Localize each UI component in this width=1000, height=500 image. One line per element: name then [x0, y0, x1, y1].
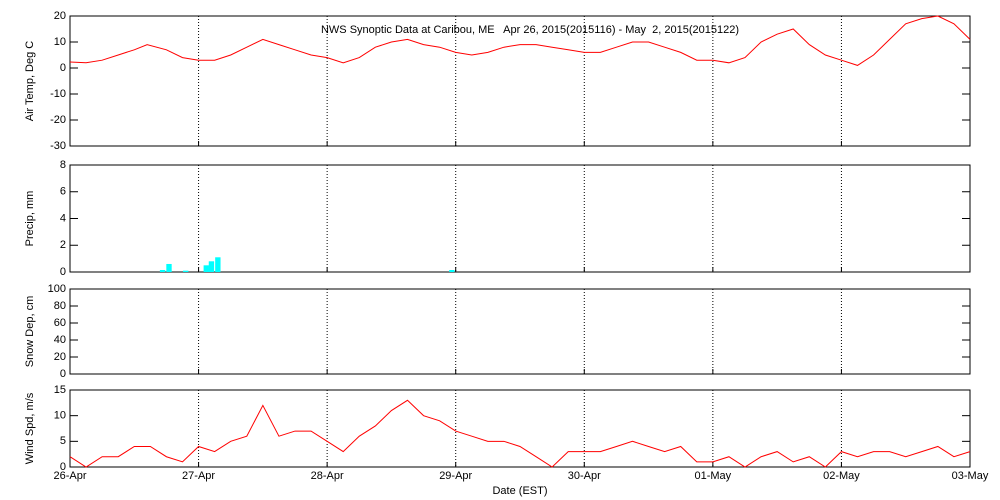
y-axis-label: Precip, mm: [24, 191, 36, 247]
y-tick-label: 0: [60, 266, 66, 278]
x-tick-label: 01-May: [695, 470, 732, 482]
x-tick-label: 30-Apr: [568, 470, 601, 482]
y-tick-label: 2: [60, 239, 66, 251]
x-tick-label: 02-May: [823, 470, 860, 482]
panel-frame: [69, 288, 971, 375]
bar: [183, 270, 189, 272]
y-tick-label: 80: [54, 300, 66, 312]
y-tick-label: 0: [60, 62, 66, 74]
chart-title: NWS Synoptic Data at Caribou, ME Apr 26,…: [321, 24, 739, 36]
y-tick-label: 10: [54, 36, 66, 48]
bar: [159, 269, 166, 272]
y-tick-label: 20: [54, 10, 66, 22]
panel-frame: [69, 164, 971, 273]
bar: [208, 261, 215, 272]
bar: [203, 265, 209, 272]
bar: [449, 269, 455, 272]
x-axis-label: Date (EST): [492, 485, 547, 497]
y-tick-label: 4: [60, 212, 66, 224]
y-axis-label: Wind Spd, m/s: [24, 392, 36, 464]
y-tick-label: 0: [60, 368, 66, 380]
line: [69, 15, 971, 66]
bar: [166, 263, 172, 272]
bar: [215, 257, 221, 272]
y-tick-label: 100: [48, 283, 66, 295]
x-tick-label: 27-Apr: [182, 470, 215, 482]
y-tick-label: 15: [54, 384, 66, 396]
y-tick-label: -10: [50, 88, 66, 100]
line: [69, 399, 971, 468]
y-tick-label: 6: [60, 186, 66, 198]
y-tick-label: 20: [54, 351, 66, 363]
x-tick-label: 26-Apr: [53, 470, 86, 482]
y-tick-label: -30: [50, 140, 66, 152]
x-tick-label: 29-Apr: [439, 470, 472, 482]
panel-frame: [69, 389, 971, 468]
y-tick-label: 40: [54, 334, 66, 346]
x-tick-label: 28-Apr: [311, 470, 344, 482]
y-tick-label: 8: [60, 159, 66, 171]
y-axis-label: Air Temp, Deg C: [24, 41, 36, 122]
panel-frame: [69, 15, 971, 147]
y-tick-label: 5: [60, 435, 66, 447]
x-tick-label: 03-May: [952, 470, 989, 482]
y-tick-label: -20: [50, 114, 66, 126]
y-tick-label: 10: [54, 410, 66, 422]
y-tick-label: 60: [54, 317, 66, 329]
y-axis-label: Snow Dep, cm: [24, 296, 36, 368]
y-tick-label: 0: [60, 461, 66, 473]
